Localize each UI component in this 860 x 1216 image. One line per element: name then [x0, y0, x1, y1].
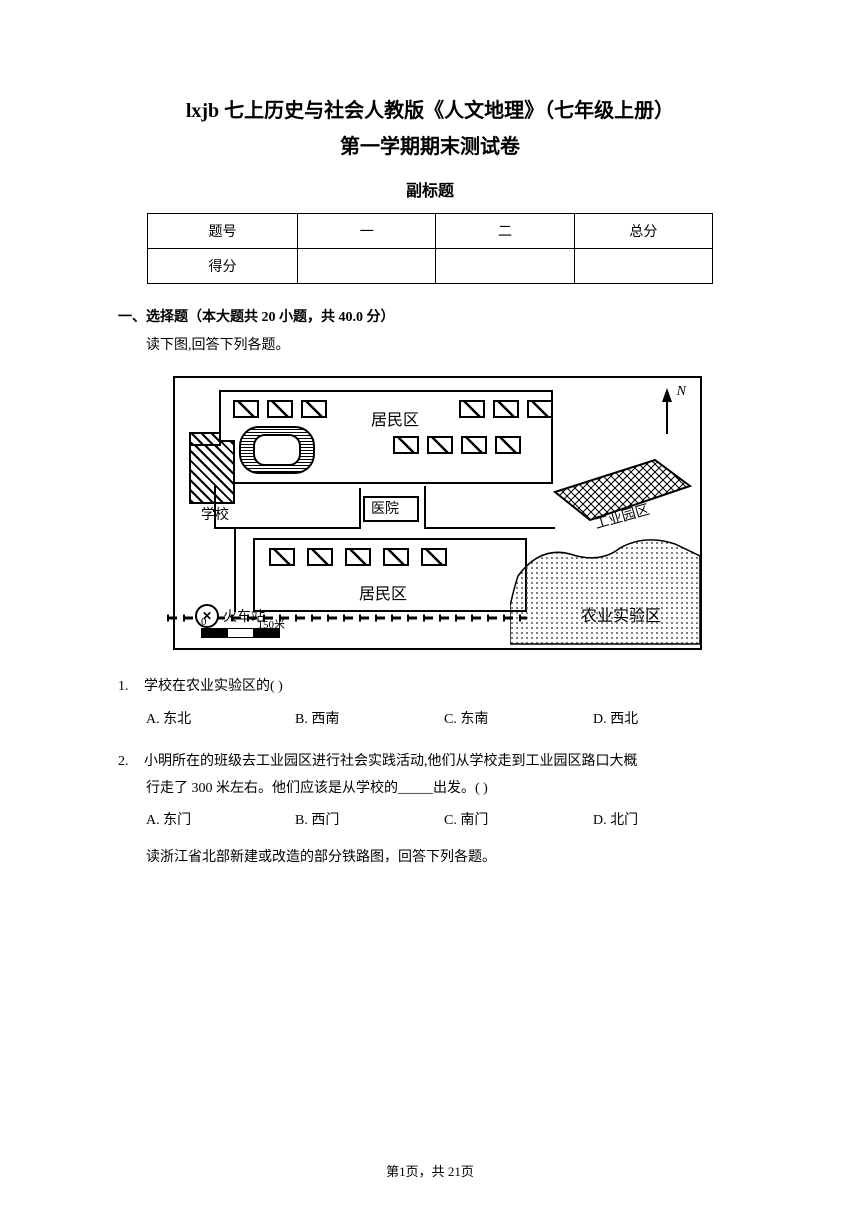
- q2-opt-a: A. 东门: [146, 808, 295, 835]
- q1-opt-c: C. 东南: [444, 707, 593, 734]
- q2-opt-c: C. 南门: [444, 808, 593, 835]
- td-blank: [298, 249, 436, 284]
- page-footer: 第1页，共 21页: [0, 1161, 860, 1180]
- question-1: 1.学校在农业实验区的( ) A. 东北 B. 西南 C. 东南 D. 西北: [118, 674, 742, 733]
- q2-opt-b: B. 西门: [295, 808, 444, 835]
- td-blank: [436, 249, 574, 284]
- q2-text-b: 行走了 300 米左右。他们应该是从学校的_____出发。( ): [146, 776, 742, 803]
- q1-num: 1.: [118, 674, 144, 701]
- q1-opt-b: B. 西南: [295, 707, 444, 734]
- th-2: 二: [436, 214, 574, 249]
- question-2: 2.小明所在的班级去工业园区进行社会实践活动,他们从学校走到工业园区路口大概 行…: [118, 749, 742, 835]
- doc-title-line2: 第一学期期末测试卷: [118, 129, 742, 165]
- q2-opt-d: D. 北门: [593, 808, 742, 835]
- q1-opt-a: A. 东北: [146, 707, 295, 734]
- td-score-label: 得分: [148, 249, 298, 284]
- doc-title-line1: lxjb 七上历史与社会人教版《人文地理》（七年级上册）: [118, 93, 742, 129]
- map-figure: N 居民区 学校 医院 居民区: [173, 376, 702, 650]
- q1-text: 学校在农业实验区的( ): [144, 679, 283, 694]
- th-1: 一: [298, 214, 436, 249]
- q2-options: A. 东门 B. 西门 C. 南门 D. 北门: [146, 808, 742, 835]
- q1-options: A. 东北 B. 西南 C. 东南 D. 西北: [146, 707, 742, 734]
- td-blank: [574, 249, 712, 284]
- table-row: 题号 一 二 总分: [148, 214, 713, 249]
- intro-text-1: 读下图,回答下列各题。: [118, 334, 742, 354]
- th-num: 题号: [148, 214, 298, 249]
- table-row: 得分: [148, 249, 713, 284]
- doc-subhead: 副标题: [118, 177, 742, 201]
- th-total: 总分: [574, 214, 712, 249]
- q2-text-a: 小明所在的班级去工业园区进行社会实践活动,他们从学校走到工业园区路口大概: [144, 754, 638, 769]
- section-heading: 一、选择题（本大题共 20 小题，共 40.0 分）: [118, 306, 742, 326]
- intro-text-2: 读浙江省北部新建或改造的部分铁路图，回答下列各题。: [146, 845, 742, 872]
- q2-num: 2.: [118, 749, 144, 776]
- q1-opt-d: D. 西北: [593, 707, 742, 734]
- score-table: 题号 一 二 总分 得分: [147, 213, 713, 284]
- roads: [175, 378, 700, 648]
